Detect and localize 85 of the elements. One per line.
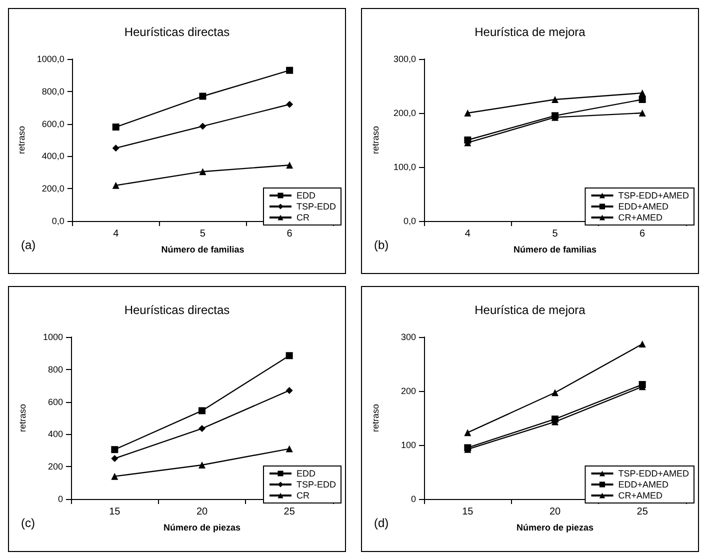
x-tick-label: 5 [200,228,206,240]
chart-title: Heurística de mejora [474,303,586,317]
point [638,96,646,103]
x-tick-label: 20 [549,506,561,518]
point [286,445,293,452]
point [199,92,206,100]
y-tick-label: 300 [400,332,416,342]
x-tick-label: 15 [109,506,121,518]
legend-label: TSP-EDD [296,202,336,212]
point [111,446,118,454]
chart-title: Heurísticas directas [124,303,230,317]
point [198,407,206,414]
legend-label: CR+AMED [618,212,663,222]
legend-label: CR [296,490,310,500]
y-axis-title: retraso [370,404,380,432]
legend-label: EDD+AMED [618,202,669,212]
legend-label: TSP-EDD+AMED [618,468,690,478]
y-tick-label: 100,0 [393,162,416,172]
point [112,182,120,189]
y-tick-label: 800 [48,364,63,374]
legend-label: EDD [296,190,316,200]
y-tick-label: 600 [48,396,63,407]
y-tick-label: 200 [48,462,63,472]
point [286,386,293,394]
y-tick-label: 0 [58,494,63,504]
legend-label: CR+AMED [618,490,663,500]
point [638,110,646,116]
legend-label: TSP-EDD [296,480,336,490]
chart-title: Heurística de mejora [474,25,586,39]
x-tick-label: 25 [284,506,296,518]
point [552,96,558,103]
point [286,352,293,360]
x-tick-label: 4 [113,228,120,240]
x-tick-label: 6 [640,228,646,240]
y-tick-label: 200,0 [42,184,64,194]
legend-label: CR [296,212,310,222]
y-tick-label: 1000,0 [36,54,64,64]
y-tick-label: 300,0 [393,54,416,64]
x-tick-label: 25 [636,506,648,518]
point [111,472,118,480]
x-tick-label: 20 [196,506,208,518]
point [552,389,558,396]
y-tick-label: 400 [48,429,63,440]
text: (b) [374,238,389,252]
point [199,122,206,130]
y-axis-title: retraso [16,126,26,154]
y-tick-label: 600,0 [42,118,64,129]
y-tick-label: 0 [410,494,416,504]
point [198,425,206,432]
y-tick-label: 0,0 [52,216,64,226]
point [464,429,472,436]
x-tick-label: 15 [462,506,474,518]
x-axis-title: Número de piezas [163,522,241,532]
x-tick-label: 6 [286,228,293,240]
y-tick-label: 0,0 [403,216,416,226]
point [286,66,294,74]
text: (d) [374,516,389,530]
point [112,144,120,152]
y-tick-label: 200 [400,386,416,396]
point [464,110,472,116]
point [112,124,120,131]
y-tick-label: 1000 [42,332,63,342]
point [638,340,646,348]
y-tick-label: 400,0 [42,151,64,162]
x-axis-title: Número de familias [513,244,597,254]
chart-title: Heurísticas directas [124,25,230,39]
text: (a) [21,238,36,252]
x-tick-label: 5 [552,228,558,240]
y-tick-label: 100 [400,440,416,450]
y-axis-title: retraso [18,404,28,432]
point [286,100,294,108]
point [111,455,118,462]
y-tick-label: 200,0 [393,108,416,118]
y-tick-label: 800,0 [42,86,64,96]
x-axis-title: Número de piezas [516,522,594,532]
text: (c) [21,516,35,530]
x-axis-title: Número de familias [161,244,244,254]
legend-label: TSP-EDD+AMED [618,190,690,200]
point [286,162,294,169]
point [198,461,206,468]
legend-label: EDD [296,468,316,478]
y-axis-title: retraso [370,126,380,154]
point [199,168,206,176]
x-tick-label: 4 [464,228,471,240]
legend-label: EDD+AMED [618,480,669,490]
